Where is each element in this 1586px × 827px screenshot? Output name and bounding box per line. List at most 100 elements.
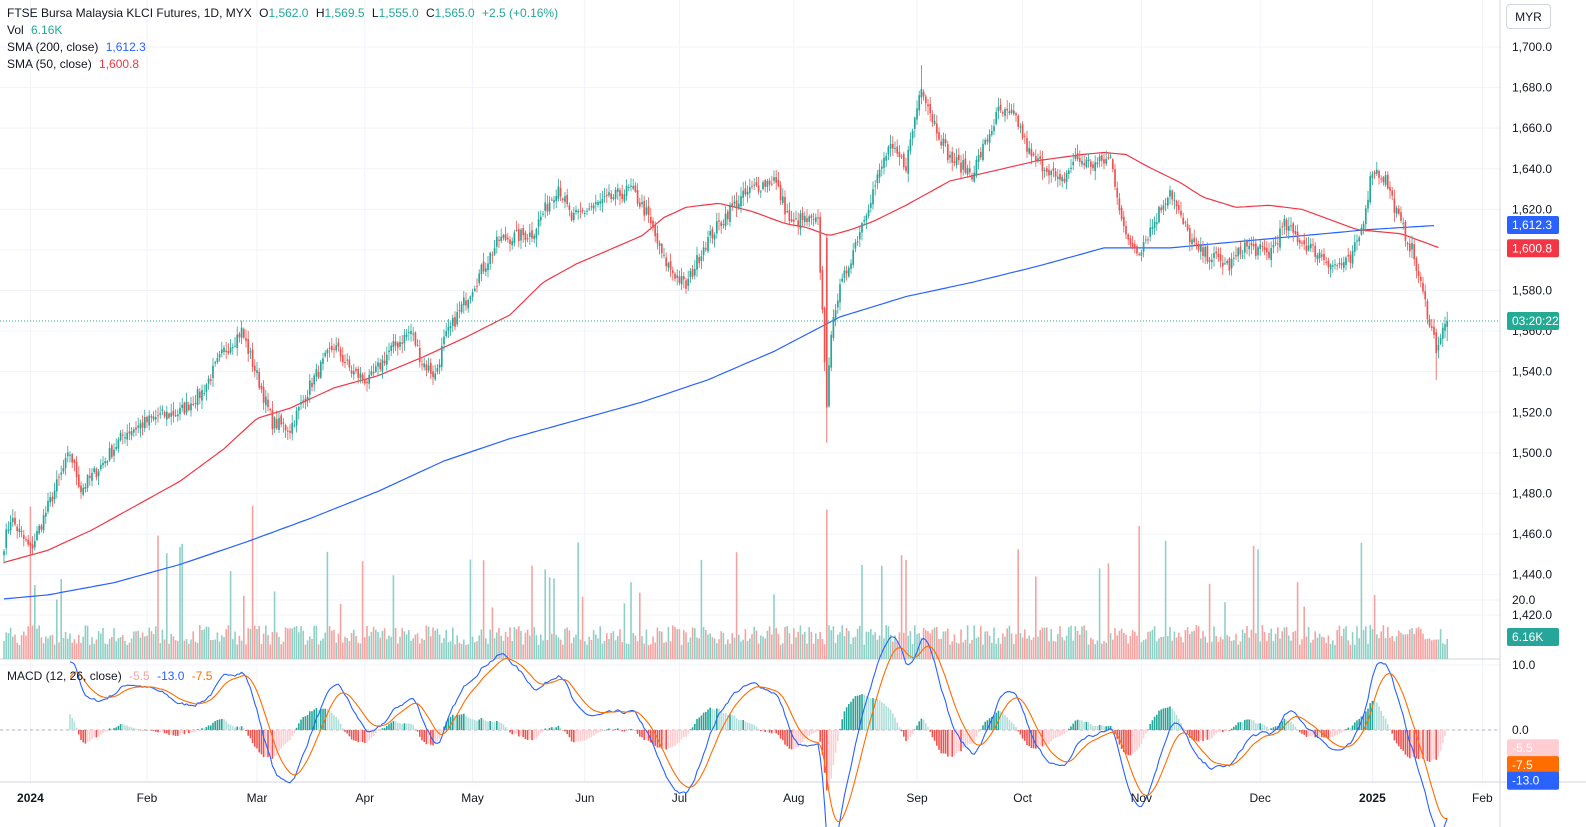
candle-body — [929, 103, 932, 114]
currency-button[interactable]: MYR — [1506, 4, 1551, 29]
macd-histogram-bar — [1081, 720, 1083, 730]
macd-histogram-bar — [1336, 730, 1338, 735]
volume-bar — [1255, 633, 1257, 659]
candle-body — [1325, 261, 1328, 263]
macd-histogram-bar — [784, 730, 786, 745]
candle-body — [372, 371, 375, 374]
price-tick-label: 1,640.0 — [1512, 162, 1552, 176]
volume-bar — [166, 553, 168, 659]
candle-body — [663, 254, 665, 256]
candle-body — [258, 371, 261, 388]
candle-body — [348, 359, 351, 368]
candle-body — [557, 186, 560, 199]
time-tick-label: Mar — [247, 791, 268, 805]
volume-bar — [595, 634, 597, 659]
volume-bar — [1244, 633, 1246, 659]
macd-histogram-bar — [465, 716, 467, 730]
volume-bar — [1316, 637, 1319, 659]
volume-bar — [1015, 634, 1017, 659]
macd-histogram-bar — [1294, 726, 1297, 730]
macd-histogram-bar — [1426, 730, 1429, 762]
candle-body — [322, 358, 324, 364]
candle-body — [856, 241, 859, 243]
volume-bar — [1332, 640, 1334, 659]
macd-histogram-bar — [82, 730, 84, 743]
candle-body — [1257, 247, 1259, 256]
macd-histogram-bar — [639, 730, 641, 737]
volume-bar — [25, 635, 27, 659]
candle-body — [874, 185, 877, 187]
volume-bar — [1070, 625, 1072, 659]
time-tick-label: Feb — [137, 791, 158, 805]
macd-histogram-bar — [150, 730, 153, 731]
macd-histogram-bar — [1279, 723, 1281, 730]
macd-histogram-bar — [1142, 730, 1145, 739]
volume-bar — [518, 626, 520, 659]
macd-histogram-bar — [328, 710, 331, 730]
candle-body — [671, 270, 674, 273]
volume-legend[interactable]: Vol 6.16K — [7, 23, 63, 37]
macd-histogram-bar — [157, 730, 159, 733]
volume-bar — [1362, 629, 1365, 659]
macd-histogram-bar — [1195, 730, 1198, 741]
sma50-legend[interactable]: SMA (50, close) 1,600.8 — [7, 57, 140, 71]
candle-body — [759, 191, 762, 193]
volume-bar — [709, 633, 711, 659]
candle-body — [390, 345, 393, 352]
volume-bar — [135, 631, 137, 659]
macd-histogram-bar — [1398, 730, 1400, 747]
volume-bar — [267, 635, 269, 659]
macd-histogram-bar — [282, 730, 285, 746]
macd-legend[interactable]: MACD (12, 26, close) -5.5 -13.0 -7.5 — [7, 669, 213, 683]
volume-bar — [416, 633, 419, 659]
volume-bar — [1200, 638, 1202, 659]
macd-histogram-bar — [749, 723, 751, 730]
macd-histogram-bar — [1002, 713, 1004, 730]
volume-bar — [579, 639, 582, 659]
candle-body — [1008, 111, 1011, 114]
candle-body — [69, 454, 71, 456]
volume-bar — [1318, 633, 1321, 659]
volume-bar — [1354, 644, 1356, 659]
volume-bar — [1413, 633, 1415, 659]
sma200-legend[interactable]: SMA (200, close) 1,612.3 — [7, 40, 146, 54]
candle-body — [1177, 205, 1180, 210]
candle-body — [799, 213, 802, 230]
macd-histogram-bar — [524, 730, 527, 740]
candle-body — [1261, 245, 1264, 247]
volume-bar — [658, 631, 661, 659]
macd-histogram-bar — [654, 730, 656, 746]
volume-bar — [636, 641, 639, 659]
candle-body — [660, 243, 663, 254]
volume-bar — [100, 633, 102, 659]
macd-histogram-bar — [1378, 706, 1380, 730]
volume-bar — [1028, 635, 1030, 659]
volume-bar — [128, 642, 131, 659]
candle-body — [172, 410, 175, 416]
candle-body — [1263, 247, 1266, 250]
candle-body — [1010, 109, 1013, 113]
symbol-title[interactable]: FTSE Bursa Malaysia KLCI Futures, 1D, MY… — [7, 6, 252, 20]
volume-bar — [414, 634, 417, 659]
macd-histogram-bar — [617, 728, 619, 730]
candle-body — [383, 360, 386, 364]
volume-bar — [315, 625, 318, 659]
candle-body — [1397, 208, 1400, 214]
volume-bar — [977, 636, 980, 659]
macd-histogram-bar — [1422, 730, 1424, 759]
macd-histogram-bar — [1101, 725, 1103, 730]
volume-bar — [1285, 627, 1288, 659]
candle-body — [999, 104, 1002, 111]
time-tick-label: Jun — [575, 791, 594, 805]
volume-bar — [238, 635, 241, 659]
volume-bar — [1268, 633, 1270, 659]
candle-body — [1360, 227, 1363, 235]
macd-histogram-bar — [203, 728, 205, 730]
time-tick-label: Apr — [355, 791, 374, 805]
macd-histogram-bar — [342, 728, 344, 730]
volume-bar — [205, 626, 208, 659]
macd-histogram-bar — [1021, 730, 1024, 739]
volume-bar — [1208, 583, 1211, 659]
macd-histogram-bar — [742, 719, 744, 730]
